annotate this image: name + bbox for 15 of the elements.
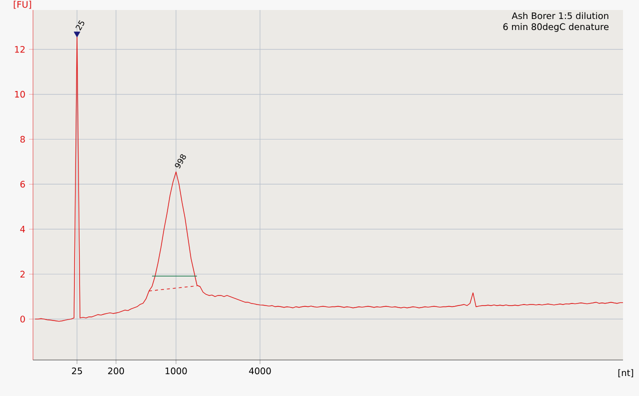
text: 6 min 80degC denature — [503, 23, 609, 32]
y-tick-label: 6 — [20, 180, 25, 188]
y-tick-label: 12 — [15, 46, 25, 53]
x-tick-label: 4000 — [249, 368, 271, 374]
y-tick-label: 4 — [20, 226, 25, 232]
chart-title: Ash Borer 1:5 dilution — [512, 12, 608, 20]
x-tick-label: 200 — [108, 368, 124, 374]
y-tick-label: 8 — [20, 136, 25, 143]
x-axis-title: [nt] — [618, 369, 634, 378]
y-axis-title: [FU] — [14, 0, 32, 9]
y-tick-label: 0 — [20, 316, 25, 322]
x-tick-label: 25 — [72, 368, 82, 374]
x-tick-label: 1000 — [166, 368, 187, 374]
y-tick-label: 2 — [20, 270, 25, 278]
y-tick-label: 10 — [15, 90, 25, 98]
